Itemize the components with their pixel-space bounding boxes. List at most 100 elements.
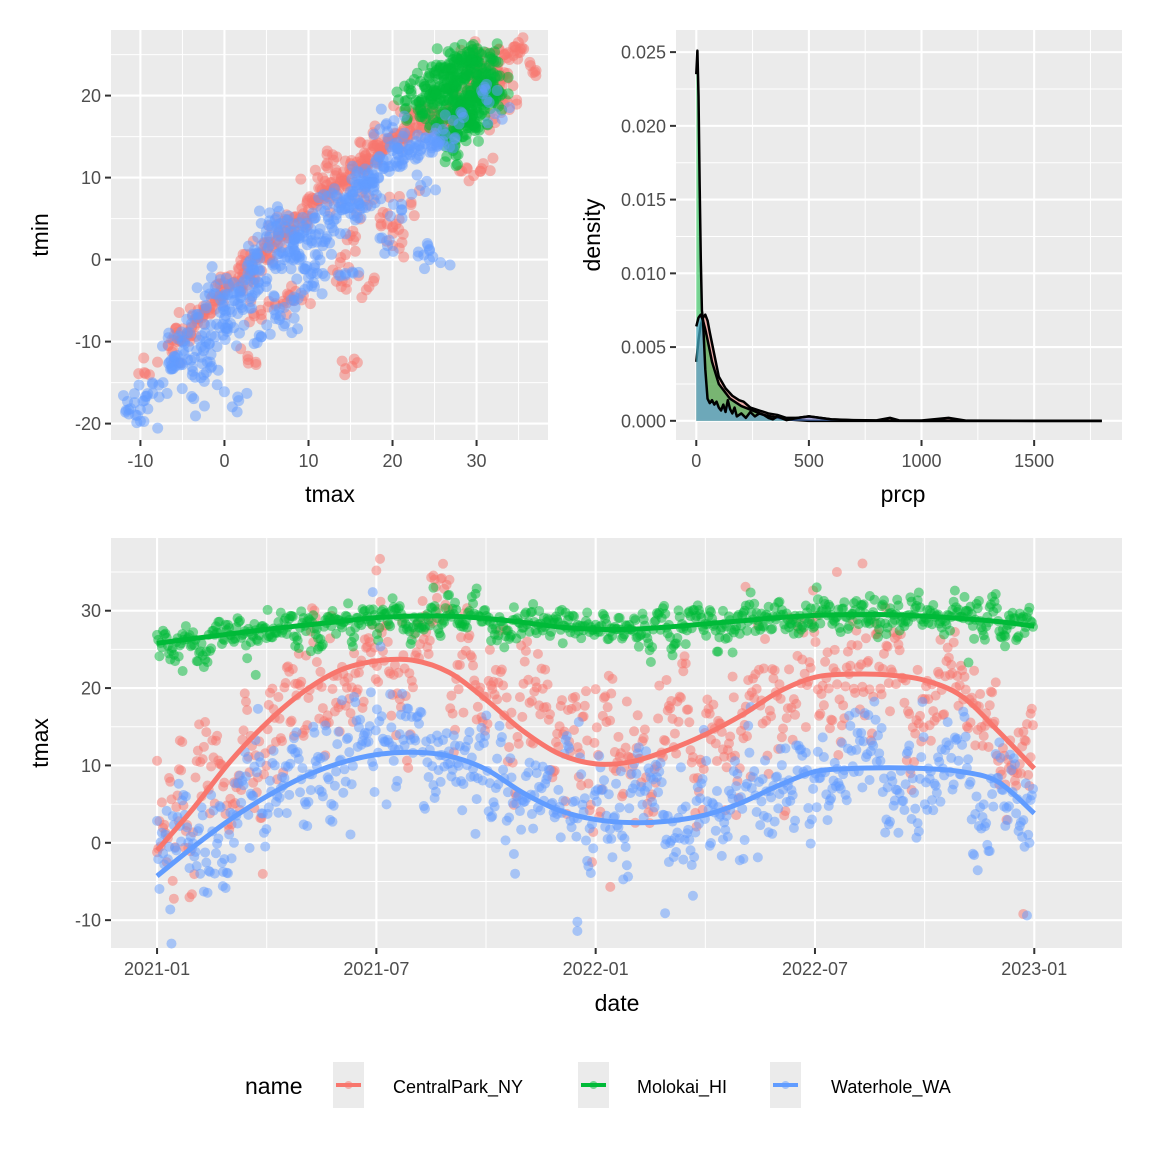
- timeseries-point-waterhole-wa: [561, 731, 572, 742]
- timeseries-point-waterhole-wa: [637, 799, 648, 810]
- timeseries-point-waterhole-wa: [232, 818, 243, 829]
- timeseries-point-centralpark-ny: [286, 715, 297, 726]
- scatter-point-centralpark-ny: [405, 196, 417, 208]
- timeseries-point-centralpark-ny: [316, 681, 327, 692]
- scatter-point-waterhole-wa: [184, 327, 196, 339]
- scatter-point-waterhole-wa: [186, 317, 198, 329]
- density-y-tick-label: 0.005: [621, 338, 666, 358]
- scatter-point-waterhole-wa: [234, 327, 246, 339]
- timeseries-point-centralpark-ny: [1020, 736, 1031, 747]
- scatter-point-centralpark-ny: [138, 352, 150, 364]
- timeseries-point-molokai-hi: [701, 630, 712, 641]
- scatter-point-waterhole-wa: [427, 251, 439, 263]
- scatter-point-waterhole-wa: [276, 263, 288, 275]
- scatter-point-centralpark-ny: [304, 298, 316, 310]
- scatter-point-centralpark-ny: [173, 307, 185, 319]
- scatter-point-waterhole-wa: [391, 142, 403, 154]
- timeseries-point-centralpark-ny: [605, 715, 616, 726]
- timeseries-point-waterhole-wa: [236, 797, 247, 808]
- timeseries-point-waterhole-wa: [370, 725, 381, 736]
- timeseries-point-centralpark-ny: [758, 663, 769, 674]
- timeseries-point-molokai-hi: [250, 669, 261, 680]
- timeseries-point-waterhole-wa: [731, 781, 742, 792]
- timeseries-point-waterhole-wa: [893, 827, 904, 838]
- timeseries-point-centralpark-ny: [774, 679, 785, 690]
- timeseries-point-waterhole-wa: [251, 767, 262, 778]
- timeseries-point-waterhole-wa: [457, 805, 468, 816]
- legend-item-molokai[interactable]: Molokai_HI: [578, 1062, 727, 1108]
- scatter-point-waterhole-wa: [173, 330, 185, 342]
- scatter-point-waterhole-wa: [396, 204, 408, 216]
- scatter-point-centralpark-ny: [408, 210, 420, 222]
- legend-item-waterhole[interactable]: Waterhole_WA: [770, 1062, 951, 1108]
- timeseries-point-centralpark-ny: [605, 881, 616, 892]
- scatter-point-molokai-hi: [478, 46, 490, 58]
- timeseries-point-waterhole-wa: [907, 773, 918, 784]
- scatter-point-molokai-hi: [461, 68, 473, 80]
- scatter-point-molokai-hi: [447, 78, 459, 90]
- timeseries-point-waterhole-wa: [869, 696, 880, 707]
- timeseries-point-waterhole-wa: [494, 720, 505, 731]
- scatter-point-waterhole-wa: [273, 205, 285, 217]
- scatter-point-molokai-hi: [438, 94, 450, 106]
- scatter-point-waterhole-wa: [415, 179, 427, 191]
- timeseries-point-waterhole-wa: [817, 732, 828, 743]
- timeseries-point-centralpark-ny: [273, 692, 284, 703]
- timeseries-point-centralpark-ny: [257, 868, 268, 879]
- scatter-point-waterhole-wa: [253, 205, 265, 217]
- timeseries-point-molokai-hi: [471, 583, 482, 594]
- timeseries-point-centralpark-ny: [815, 708, 826, 719]
- scatter-point-waterhole-wa: [261, 319, 273, 331]
- timeseries-point-molokai-hi: [343, 598, 354, 609]
- scatter-point-waterhole-wa: [429, 184, 441, 196]
- timeseries-point-molokai-hi: [672, 633, 683, 644]
- timeseries-point-molokai-hi: [387, 593, 398, 604]
- scatter-point-waterhole-wa: [295, 287, 307, 299]
- timeseries-point-waterhole-wa: [572, 916, 583, 927]
- scatter-point-molokai-hi: [423, 70, 435, 82]
- scatter-point-waterhole-wa: [198, 345, 210, 357]
- timeseries-point-centralpark-ny: [311, 656, 322, 667]
- scatter-point-centralpark-ny: [368, 275, 380, 287]
- scatter-point-waterhole-wa: [404, 149, 416, 161]
- timeseries-point-waterhole-wa: [261, 824, 272, 835]
- timeseries-point-waterhole-wa: [800, 747, 811, 758]
- timeseries-point-centralpark-ny: [669, 728, 680, 739]
- timeseries-point-centralpark-ny: [303, 692, 314, 703]
- scatter-point-centralpark-ny: [232, 262, 244, 274]
- timeseries-point-waterhole-wa: [790, 815, 801, 826]
- timeseries-point-waterhole-wa: [321, 726, 332, 737]
- timeseries-point-waterhole-wa: [481, 710, 492, 721]
- scatter-points: [118, 32, 542, 434]
- timeseries-point-centralpark-ny: [353, 667, 364, 678]
- timeseries-point-centralpark-ny: [453, 684, 464, 695]
- timeseries-point-centralpark-ny: [639, 724, 650, 735]
- timeseries-point-waterhole-wa: [498, 764, 509, 775]
- timeseries-point-molokai-hi: [462, 622, 473, 633]
- timeseries-point-waterhole-wa: [972, 865, 983, 876]
- timeseries-point-waterhole-wa: [1024, 837, 1035, 848]
- timeseries-point-molokai-hi: [451, 604, 462, 615]
- scatter-point-centralpark-ny: [517, 32, 529, 44]
- timeseries-point-centralpark-ny: [845, 660, 856, 671]
- timeseries-point-waterhole-wa: [154, 883, 165, 894]
- timeseries-point-centralpark-ny: [850, 687, 861, 698]
- timeseries-point-centralpark-ny: [458, 707, 469, 718]
- timeseries-point-waterhole-wa: [870, 714, 881, 725]
- scatter-point-waterhole-wa: [335, 270, 347, 282]
- scatter-point-waterhole-wa: [331, 192, 343, 204]
- timeseries-point-waterhole-wa: [773, 803, 784, 814]
- timeseries-point-waterhole-wa: [594, 751, 605, 762]
- timeseries-point-centralpark-ny: [904, 708, 915, 719]
- legend-item-centralpark[interactable]: CentralPark_NY: [333, 1062, 523, 1108]
- timeseries-point-waterhole-wa: [935, 796, 946, 807]
- timeseries-point-waterhole-wa: [508, 848, 519, 859]
- timeseries-point-waterhole-wa: [363, 736, 374, 747]
- timeseries-point-molokai-hi: [878, 595, 889, 606]
- timeseries-point-centralpark-ny: [403, 762, 414, 773]
- timeseries-point-molokai-hi: [645, 657, 656, 668]
- scatter-point-waterhole-wa: [142, 403, 154, 415]
- timeseries-point-waterhole-wa: [571, 831, 582, 842]
- scatter-point-waterhole-wa: [264, 328, 276, 340]
- scatter-point-waterhole-wa: [212, 364, 224, 376]
